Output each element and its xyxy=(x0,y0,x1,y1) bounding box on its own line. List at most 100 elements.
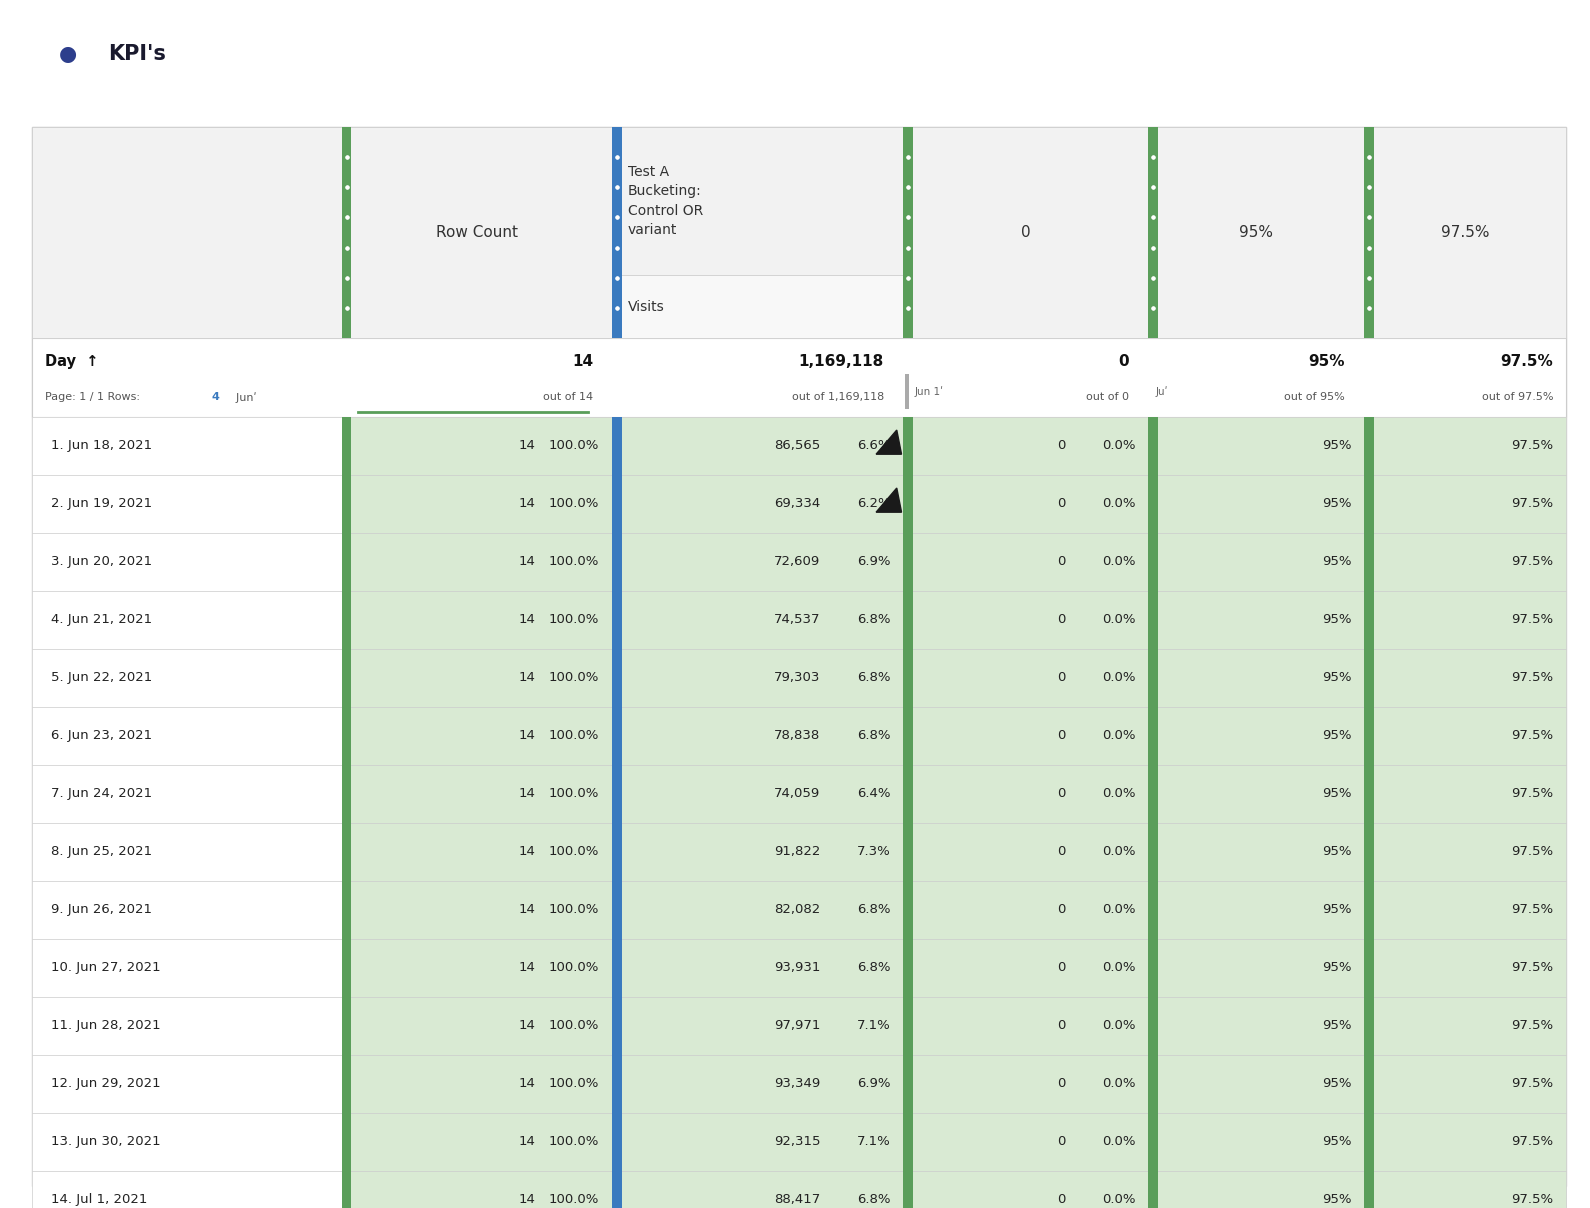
Bar xyxy=(342,127,351,338)
Bar xyxy=(1364,765,1566,823)
Text: 14. Jul 1, 2021: 14. Jul 1, 2021 xyxy=(51,1194,148,1206)
Text: Jun 1ʹ: Jun 1ʹ xyxy=(914,387,943,397)
Bar xyxy=(612,881,903,939)
Text: Row Count: Row Count xyxy=(436,225,518,240)
Text: 69,334: 69,334 xyxy=(774,498,820,510)
Text: 14: 14 xyxy=(518,1136,536,1148)
Text: 0.0%: 0.0% xyxy=(1102,904,1135,916)
Text: 95%: 95% xyxy=(1321,730,1352,742)
Bar xyxy=(342,823,612,881)
Bar xyxy=(903,1055,913,1113)
Text: 97.5%: 97.5% xyxy=(1512,788,1553,800)
Bar xyxy=(1364,1113,1374,1171)
Bar xyxy=(1364,127,1374,338)
Text: Junʹ: Junʹ xyxy=(229,391,256,402)
Text: 95%: 95% xyxy=(1321,788,1352,800)
Bar xyxy=(1148,823,1364,881)
Text: 95%: 95% xyxy=(1321,672,1352,684)
Text: 95%: 95% xyxy=(1321,498,1352,510)
Bar xyxy=(32,1055,1566,1113)
Bar xyxy=(32,1113,1566,1171)
Text: 95%: 95% xyxy=(1321,1020,1352,1032)
Text: 12. Jun 29, 2021: 12. Jun 29, 2021 xyxy=(51,1078,161,1090)
Bar xyxy=(342,533,612,591)
Bar xyxy=(612,997,622,1055)
Bar xyxy=(1364,649,1566,707)
Bar xyxy=(1364,881,1566,939)
Text: 91,822: 91,822 xyxy=(774,846,820,858)
Bar xyxy=(32,417,342,475)
Bar xyxy=(342,707,351,765)
Bar xyxy=(1364,823,1566,881)
Bar xyxy=(903,939,913,997)
Text: 3. Jun 20, 2021: 3. Jun 20, 2021 xyxy=(51,556,153,568)
Bar xyxy=(342,1113,612,1171)
Bar xyxy=(1364,127,1566,338)
Bar xyxy=(903,475,913,533)
Bar xyxy=(1148,417,1364,475)
Bar xyxy=(1148,881,1364,939)
Bar xyxy=(1364,1171,1566,1208)
Bar xyxy=(1364,649,1374,707)
Text: 95%: 95% xyxy=(1321,440,1352,452)
Text: 10. Jun 27, 2021: 10. Jun 27, 2021 xyxy=(51,962,161,974)
Text: 0: 0 xyxy=(1057,1020,1065,1032)
Text: 14: 14 xyxy=(518,904,536,916)
Text: 0.0%: 0.0% xyxy=(1102,614,1135,626)
Bar xyxy=(1148,591,1364,649)
Bar xyxy=(32,939,342,997)
Bar xyxy=(342,127,612,338)
Bar xyxy=(612,533,622,591)
Text: 0: 0 xyxy=(1057,1194,1065,1206)
Bar xyxy=(612,417,903,475)
Bar xyxy=(342,591,351,649)
Bar xyxy=(612,127,903,275)
Text: 0: 0 xyxy=(1057,1078,1065,1090)
Text: 79,303: 79,303 xyxy=(774,672,820,684)
Text: 72,609: 72,609 xyxy=(774,556,820,568)
Bar xyxy=(32,338,1566,417)
Bar xyxy=(342,997,612,1055)
Bar xyxy=(1148,533,1158,591)
Bar xyxy=(32,1171,1566,1208)
Bar xyxy=(1148,1055,1158,1113)
Text: 6.6%: 6.6% xyxy=(857,440,890,452)
Bar xyxy=(903,591,1148,649)
Bar xyxy=(1364,881,1374,939)
Bar xyxy=(32,1055,342,1113)
Bar xyxy=(32,533,1566,591)
Bar xyxy=(612,997,903,1055)
Text: 100.0%: 100.0% xyxy=(549,556,599,568)
Bar xyxy=(1148,649,1158,707)
Text: 14: 14 xyxy=(518,672,536,684)
Bar xyxy=(1148,881,1158,939)
Text: out of 97.5%: out of 97.5% xyxy=(1482,393,1553,402)
Text: 6.8%: 6.8% xyxy=(857,962,890,974)
Text: 100.0%: 100.0% xyxy=(549,904,599,916)
Text: 4. Jun 21, 2021: 4. Jun 21, 2021 xyxy=(51,614,153,626)
Bar xyxy=(1148,1171,1158,1208)
Bar xyxy=(903,1055,1148,1113)
Text: 0: 0 xyxy=(1057,730,1065,742)
Text: out of 14: out of 14 xyxy=(542,393,593,402)
Text: Day  ↑: Day ↑ xyxy=(45,354,99,370)
Text: 6.8%: 6.8% xyxy=(857,1194,890,1206)
Bar xyxy=(342,591,612,649)
Bar xyxy=(612,939,903,997)
Text: Test A
Bucketing:
Control OR
variant: Test A Bucketing: Control OR variant xyxy=(628,164,703,237)
Bar xyxy=(32,591,342,649)
Text: 0.0%: 0.0% xyxy=(1102,672,1135,684)
Bar xyxy=(342,823,351,881)
Bar xyxy=(32,881,1566,939)
Bar xyxy=(903,997,913,1055)
Bar xyxy=(903,765,1148,823)
Bar xyxy=(32,997,1566,1055)
Text: 0.0%: 0.0% xyxy=(1102,556,1135,568)
Bar xyxy=(342,475,612,533)
Text: 6. Jun 23, 2021: 6. Jun 23, 2021 xyxy=(51,730,153,742)
Bar xyxy=(903,649,1148,707)
Text: 95%: 95% xyxy=(1321,846,1352,858)
Bar xyxy=(32,475,1566,533)
Text: 95%: 95% xyxy=(1321,614,1352,626)
Text: 95%: 95% xyxy=(1239,225,1274,240)
